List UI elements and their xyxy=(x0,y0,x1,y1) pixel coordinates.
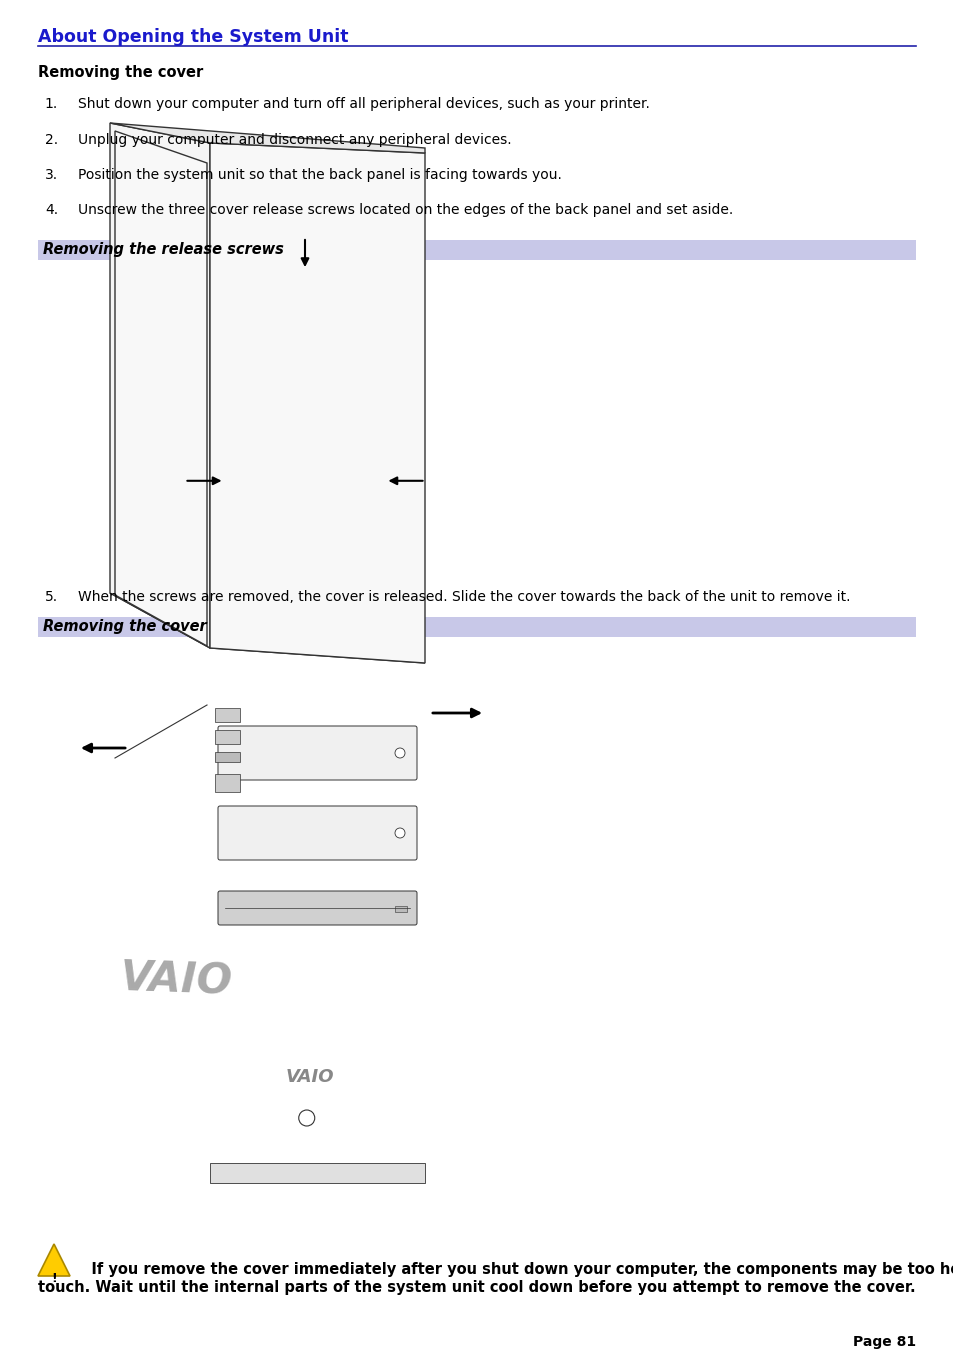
Polygon shape xyxy=(115,131,207,646)
Text: About Opening the System Unit: About Opening the System Unit xyxy=(38,28,348,46)
FancyBboxPatch shape xyxy=(249,308,274,330)
FancyBboxPatch shape xyxy=(226,276,383,558)
Circle shape xyxy=(279,509,288,517)
Bar xyxy=(237,465,259,474)
FancyBboxPatch shape xyxy=(218,892,416,925)
FancyBboxPatch shape xyxy=(372,416,382,432)
FancyBboxPatch shape xyxy=(218,807,416,861)
Text: 4.: 4. xyxy=(45,203,58,218)
Bar xyxy=(234,530,304,542)
Text: 1.: 1. xyxy=(45,97,58,111)
Bar xyxy=(237,504,245,512)
Bar xyxy=(262,319,266,330)
Polygon shape xyxy=(110,123,210,648)
Bar xyxy=(38,240,915,259)
Text: 3.: 3. xyxy=(45,168,58,182)
Text: !: ! xyxy=(51,1273,57,1285)
Circle shape xyxy=(289,351,380,443)
Text: Position the system unit so that the back panel is facing towards you.: Position the system unit so that the bac… xyxy=(78,168,561,182)
Bar xyxy=(395,907,407,912)
FancyBboxPatch shape xyxy=(234,486,375,499)
Polygon shape xyxy=(110,123,424,153)
Bar xyxy=(246,493,254,500)
Bar xyxy=(237,453,247,461)
FancyBboxPatch shape xyxy=(372,335,382,351)
Circle shape xyxy=(395,748,405,758)
Text: When the screws are removed, the cover is released. Slide the cover towards the : When the screws are removed, the cover i… xyxy=(78,590,850,604)
Polygon shape xyxy=(210,143,424,663)
Text: Removing the cover: Removing the cover xyxy=(43,619,207,634)
Text: 5.: 5. xyxy=(45,590,58,604)
Bar xyxy=(237,423,259,447)
Circle shape xyxy=(292,354,377,439)
FancyBboxPatch shape xyxy=(216,266,393,567)
Circle shape xyxy=(292,509,299,517)
Circle shape xyxy=(303,509,312,517)
Bar xyxy=(237,493,245,500)
Text: Unplug your computer and disconnect any peripheral devices.: Unplug your computer and disconnect any … xyxy=(78,132,511,147)
Text: Page 81: Page 81 xyxy=(852,1335,915,1350)
Text: Unscrew the three cover release screws located on the edges of the back panel an: Unscrew the three cover release screws l… xyxy=(78,203,733,218)
Circle shape xyxy=(395,828,405,838)
Text: VAIO: VAIO xyxy=(285,1069,334,1086)
Bar xyxy=(269,319,273,330)
Bar xyxy=(234,403,284,542)
Bar xyxy=(237,478,259,489)
Bar xyxy=(237,408,259,420)
Text: 2.: 2. xyxy=(45,132,58,147)
Circle shape xyxy=(298,1111,314,1125)
Bar xyxy=(296,509,311,524)
Text: VAIO: VAIO xyxy=(120,958,233,1004)
Polygon shape xyxy=(38,1244,70,1275)
Text: If you remove the cover immediately after you shut down your computer, the compo: If you remove the cover immediately afte… xyxy=(76,1262,953,1277)
Text: Removing the cover: Removing the cover xyxy=(38,65,203,80)
Text: Removing the release screws: Removing the release screws xyxy=(43,242,284,257)
Text: Shut down your computer and turn off all peripheral devices, such as your printe: Shut down your computer and turn off all… xyxy=(78,97,649,111)
Bar xyxy=(290,276,319,286)
Bar xyxy=(214,753,240,762)
Circle shape xyxy=(268,509,275,517)
Circle shape xyxy=(230,547,235,553)
Bar xyxy=(236,369,327,380)
Bar xyxy=(214,774,240,792)
Bar xyxy=(210,1163,424,1183)
FancyBboxPatch shape xyxy=(218,725,416,780)
FancyBboxPatch shape xyxy=(263,504,346,521)
FancyBboxPatch shape xyxy=(234,503,375,515)
Bar xyxy=(254,319,258,330)
Text: touch. Wait until the internal parts of the system unit cool down before you att: touch. Wait until the internal parts of … xyxy=(38,1279,915,1296)
Bar xyxy=(214,730,240,744)
Circle shape xyxy=(302,277,308,282)
Circle shape xyxy=(375,547,380,553)
Bar xyxy=(330,509,343,524)
Bar xyxy=(214,708,240,721)
Bar xyxy=(236,286,327,367)
Polygon shape xyxy=(110,593,424,663)
Bar xyxy=(38,617,915,638)
